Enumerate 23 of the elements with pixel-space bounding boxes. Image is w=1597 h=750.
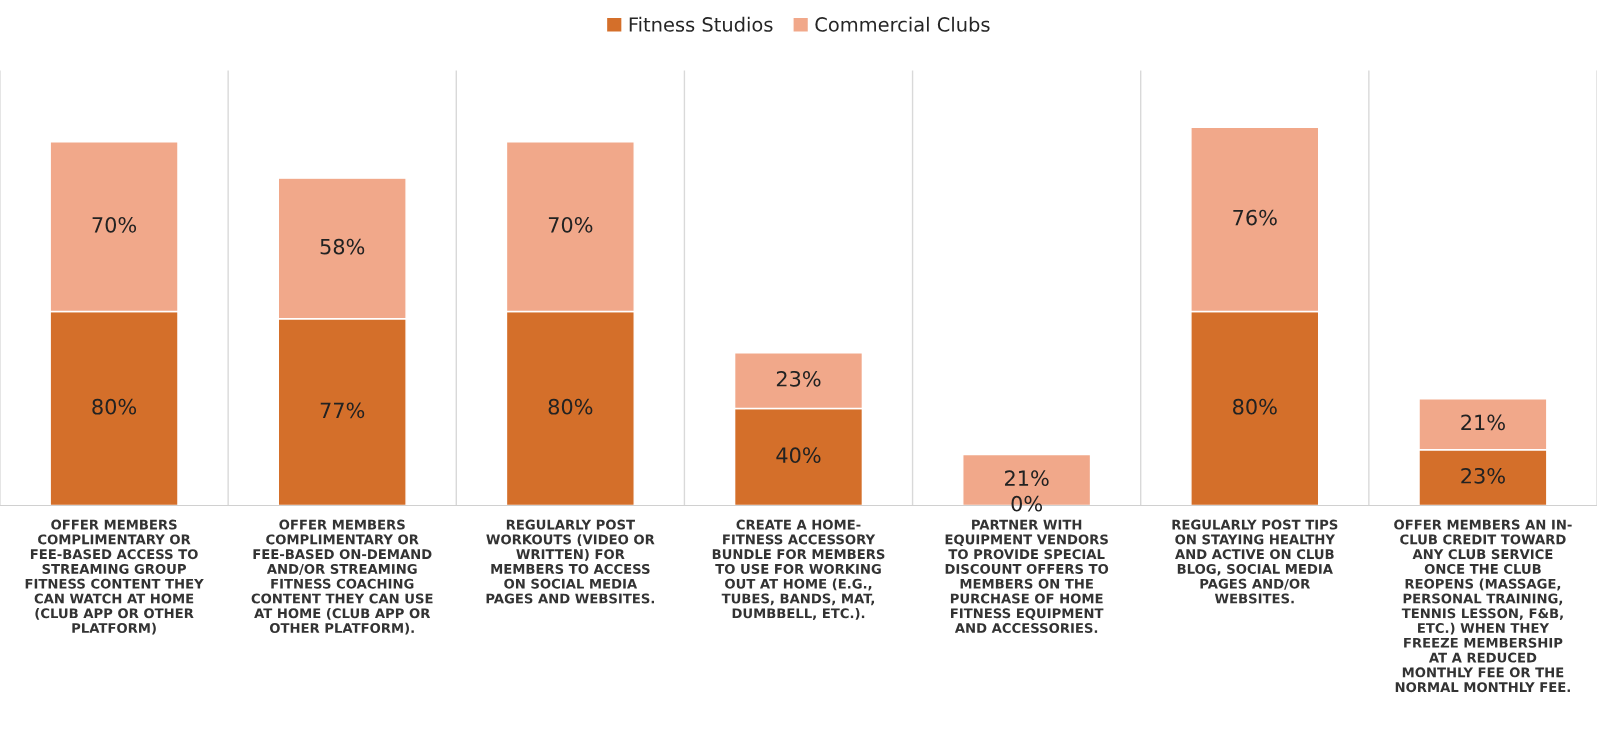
x-tick-label: REGULARLY POST WORKOUTS (VIDEO OR WRITTEN) FOR MEMBERS TO ACCESS ON SOCIAL MEDIA PAGES AND WEBSITES. bbox=[486, 519, 655, 604]
category-label: OFFER MEMBERS AN IN- CLUB CREDIT TOWARD ANY CLUB SERVICE ONCE THE CLUB REOPENS (MASSAGE, PERSONAL TRAINING, TENNIS LESSON, F&B, ETC.) WHEN THEY FREEZE MEMBERSHIP AT A REDUCED MONTHLY FEE OR THE NORMAL MONTHLY FEE. bbox=[1394, 519, 1572, 693]
data-label: 80% bbox=[548, 398, 593, 415]
data-label: 70% bbox=[548, 216, 593, 233]
data-label: 40% bbox=[776, 447, 821, 464]
data-label: 80% bbox=[1233, 398, 1277, 415]
x-tick-label: PARTNER WITH EQUIPMENT VENDORS TO PROVIDE SPECIAL DISCOUNT OFFERS TO MEMBERS ON THE PURCHASE OF HOME FITNESS EQUIPMENT AND ACCESSORIES. bbox=[945, 519, 1109, 634]
data-label: 23% bbox=[776, 370, 821, 387]
data-label: 21% bbox=[1005, 470, 1049, 487]
data-label: 58% bbox=[320, 238, 365, 255]
data-label: 0% bbox=[1011, 495, 1043, 512]
data-label: 70% bbox=[92, 216, 137, 233]
x-tick-label: REGULARLY POST TIPS ON STAYING HEALTHY AND ACTIVE ON CLUB BLOG, SOCIAL MEDIA PAGES AND/OR WEBSITES. bbox=[1172, 519, 1338, 604]
x-tick-label: CREATE A HOME- FITNESS ACCESSORY BUNDLE FOR MEMBERS TO USE FOR WORKING OUT AT HOME (E.G., TUBES, BANDS, MAT, DUMBBELL, ETC.). bbox=[712, 519, 885, 620]
data-label: 80% bbox=[92, 398, 137, 415]
data-label: 77% bbox=[320, 402, 365, 419]
legend-label: Commercial Clubs bbox=[815, 16, 990, 32]
legend-label: Fitness Studios bbox=[629, 16, 773, 32]
x-tick-label: OFFER MEMBERS COMPLIMENTARY OR FEE-BASED ACCESS TO STREAMING GROUP FITNESS CONTENT THEY CAN WATCH AT HOME (CLUB APP OR OTHER PLATFORM) bbox=[25, 519, 204, 635]
data-label: 76% bbox=[1233, 209, 1277, 226]
data-label: 21% bbox=[1461, 414, 1505, 431]
x-tick-label: OFFER MEMBERS COMPLIMENTARY OR FEE-BASED ON-DEMAND AND/OR STREAMING FITNESS COACHING CONTENT THEY CAN USE AT HOME (CLUB APP OR OTHER PLATFORM). bbox=[251, 519, 433, 635]
data-label: 23% bbox=[1461, 467, 1505, 484]
